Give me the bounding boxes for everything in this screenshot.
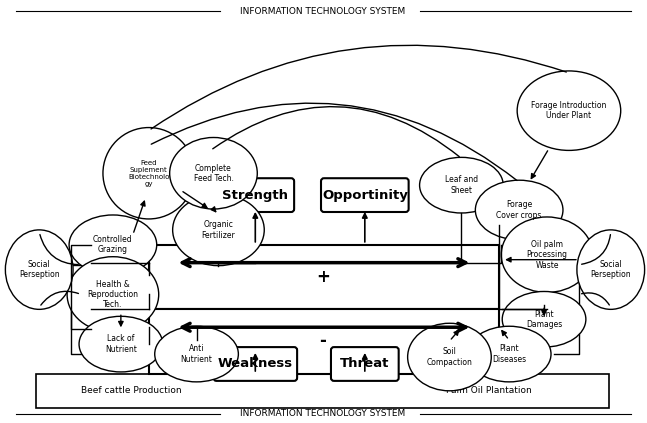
Text: Feed
Suplement
Biotechnolo
gy: Feed Suplement Biotechnolo gy [128,160,170,187]
Text: Beef cattle Production: Beef cattle Production [80,386,181,396]
Text: -: - [320,332,327,350]
Text: Complete
Feed Tech.: Complete Feed Tech. [193,164,234,183]
Ellipse shape [502,291,586,347]
Bar [149,309,499,374]
Text: +: + [316,268,330,286]
Text: Weakness: Weakness [218,357,293,371]
FancyBboxPatch shape [217,178,294,212]
Text: Leaf and
Sheet: Leaf and Sheet [445,176,478,195]
Ellipse shape [420,157,503,213]
Text: INFORMATION TECHNOLOGY SYSTEM: INFORMATION TECHNOLOGY SYSTEM [241,7,406,16]
Text: Strength: Strength [223,189,289,202]
Text: Social
Perseption: Social Perseption [591,260,631,279]
Ellipse shape [103,128,195,219]
Text: Lack of
Nutrient: Lack of Nutrient [105,335,137,354]
Ellipse shape [69,215,157,275]
Text: Forage
Cover crops: Forage Cover crops [496,201,542,220]
Ellipse shape [467,326,551,382]
Ellipse shape [501,217,593,292]
Text: Anti
Nutrient: Anti Nutrient [181,344,212,364]
Bar [149,245,499,309]
Text: Oil palm
Processing
Waste: Oil palm Processing Waste [527,240,567,269]
Text: Soil
Compaction: Soil Compaction [426,347,472,367]
Text: Threat: Threat [340,357,389,371]
Ellipse shape [476,180,563,240]
Ellipse shape [67,257,159,332]
Text: Social
Perseption: Social Perseption [19,260,60,279]
FancyBboxPatch shape [214,347,297,381]
Ellipse shape [5,230,73,309]
Text: Organic
Fertilizer: Organic Fertilizer [202,220,236,239]
Ellipse shape [577,230,644,309]
Text: INFORMATION TECHNOLOGY SYSTEM: INFORMATION TECHNOLOGY SYSTEM [241,409,406,418]
Text: Palm Oil Plantation: Palm Oil Plantation [446,386,532,396]
Ellipse shape [517,71,620,151]
Text: Forage Introduction
Under Plant: Forage Introduction Under Plant [531,101,607,121]
FancyBboxPatch shape [331,347,399,381]
Ellipse shape [79,316,162,372]
Text: Plant
Damages: Plant Damages [526,310,562,329]
Ellipse shape [170,137,258,209]
Ellipse shape [155,326,238,382]
Text: Opportinity: Opportinity [322,189,408,202]
Ellipse shape [408,323,491,391]
Bar [36,374,609,408]
Text: Plant
Diseases: Plant Diseases [492,344,526,364]
Text: Controlled
Grazing: Controlled Grazing [93,235,133,255]
Text: Health &
Reproduction
Tech.: Health & Reproduction Tech. [87,280,138,309]
Ellipse shape [173,194,264,266]
FancyBboxPatch shape [321,178,409,212]
